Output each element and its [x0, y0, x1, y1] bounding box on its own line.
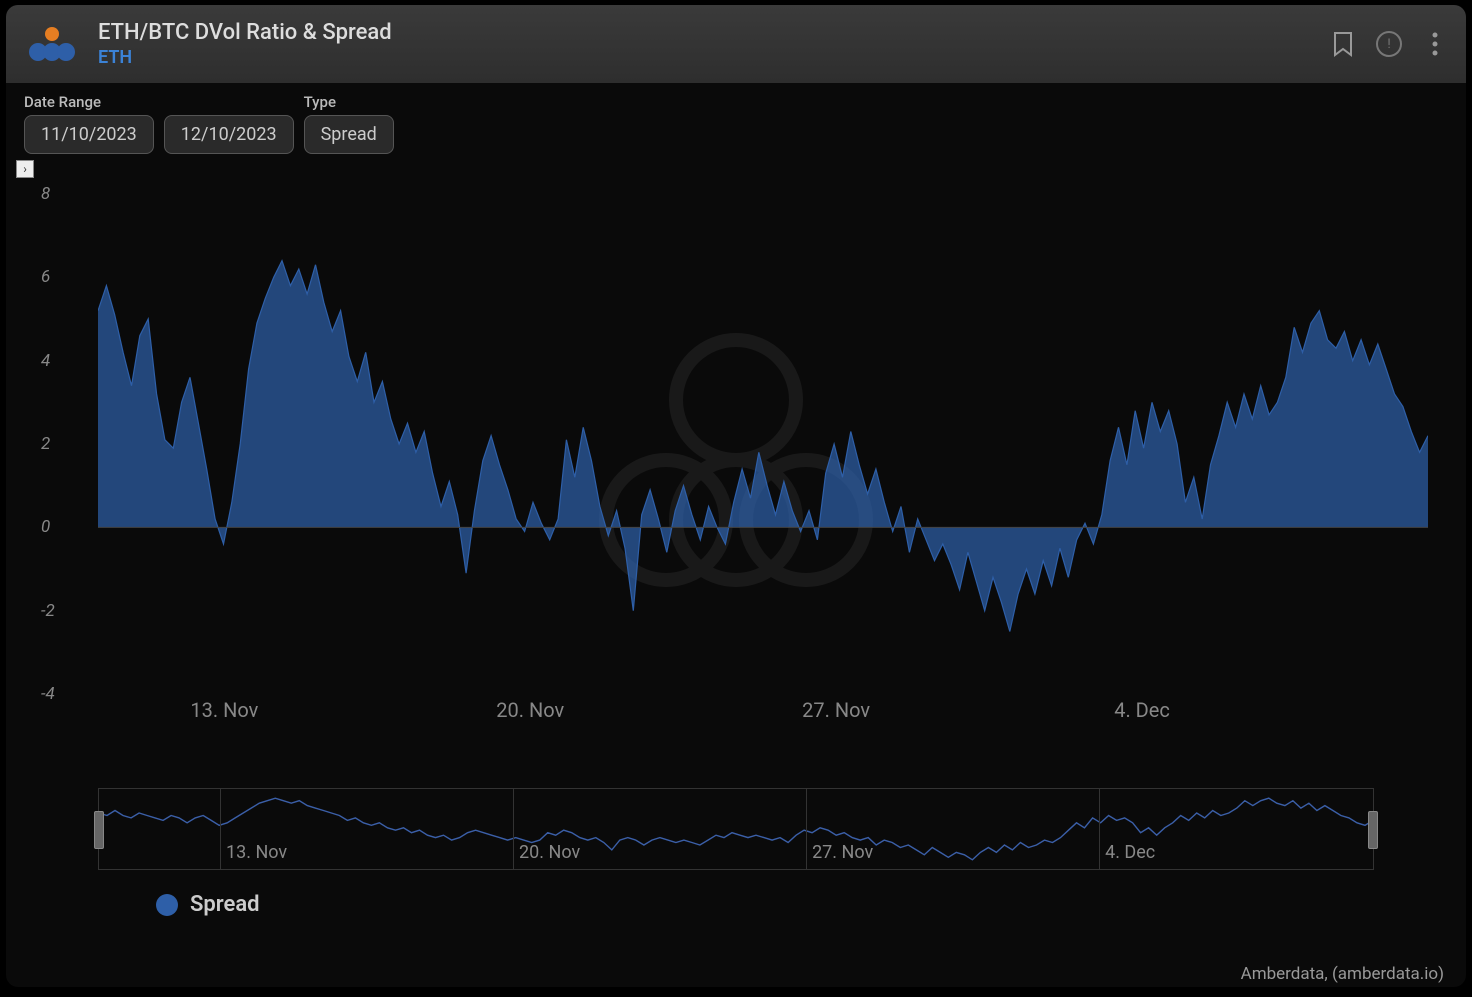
legend[interactable]: Spread — [156, 892, 1466, 917]
attribution-text: Amberdata, (amberdata.io) — [1241, 964, 1444, 984]
navigator-tick: 4. Dec — [1105, 842, 1155, 863]
panel-header: ETH/BTC DVol Ratio & Spread ETH ! — [6, 5, 1466, 83]
navigator-handle-right[interactable] — [1368, 811, 1378, 849]
main-chart[interactable]: 8 6 4 2 0 -2 -4 13. Nov 20. Nov 27. Nov 4. Dec — [6, 182, 1466, 742]
y-axis-tick: 2 — [41, 434, 50, 454]
more-menu-icon[interactable] — [1422, 31, 1448, 57]
navigator-canvas — [99, 789, 1373, 869]
y-axis-tick: 8 — [41, 184, 50, 204]
navigator-handle-left[interactable] — [94, 811, 104, 849]
chart-canvas — [98, 194, 1428, 694]
x-axis-tick: 13. Nov — [190, 698, 258, 722]
navigator[interactable]: 13. Nov 20. Nov 27. Nov 4. Dec — [98, 788, 1374, 870]
expand-toggle-icon[interactable]: › — [16, 160, 34, 178]
navigator-gridline — [806, 789, 807, 869]
date-from-input[interactable]: 11/10/2023 — [24, 115, 154, 154]
logo-icon — [24, 24, 80, 64]
panel-subtitle: ETH — [98, 47, 1330, 68]
navigator-tick: 27. Nov — [812, 842, 873, 863]
info-icon[interactable]: ! — [1376, 31, 1402, 57]
y-axis-tick: -2 — [41, 601, 55, 621]
navigator-gridline — [513, 789, 514, 869]
date-range-label: Date Range — [24, 93, 294, 111]
type-label: Type — [304, 93, 394, 111]
panel-title: ETH/BTC DVol Ratio & Spread — [98, 20, 1330, 45]
x-axis-tick: 27. Nov — [802, 698, 870, 722]
navigator-tick: 13. Nov — [226, 842, 287, 863]
y-axis-tick: 4 — [41, 351, 50, 371]
legend-label: Spread — [190, 892, 260, 917]
type-select[interactable]: Spread — [304, 115, 394, 154]
legend-marker — [156, 894, 178, 916]
controls-bar: Date Range 11/10/2023 12/10/2023 Type Sp… — [6, 83, 1466, 158]
x-axis-tick: 20. Nov — [496, 698, 564, 722]
navigator-tick: 20. Nov — [519, 842, 580, 863]
navigator-gridline — [220, 789, 221, 869]
y-axis-tick: 6 — [41, 267, 50, 287]
navigator-gridline — [1099, 789, 1100, 869]
y-axis-tick: 0 — [41, 517, 50, 537]
y-axis-tick: -4 — [41, 684, 55, 704]
x-axis-tick: 4. Dec — [1114, 698, 1170, 722]
date-to-input[interactable]: 12/10/2023 — [164, 115, 294, 154]
bookmark-icon[interactable] — [1330, 31, 1356, 57]
